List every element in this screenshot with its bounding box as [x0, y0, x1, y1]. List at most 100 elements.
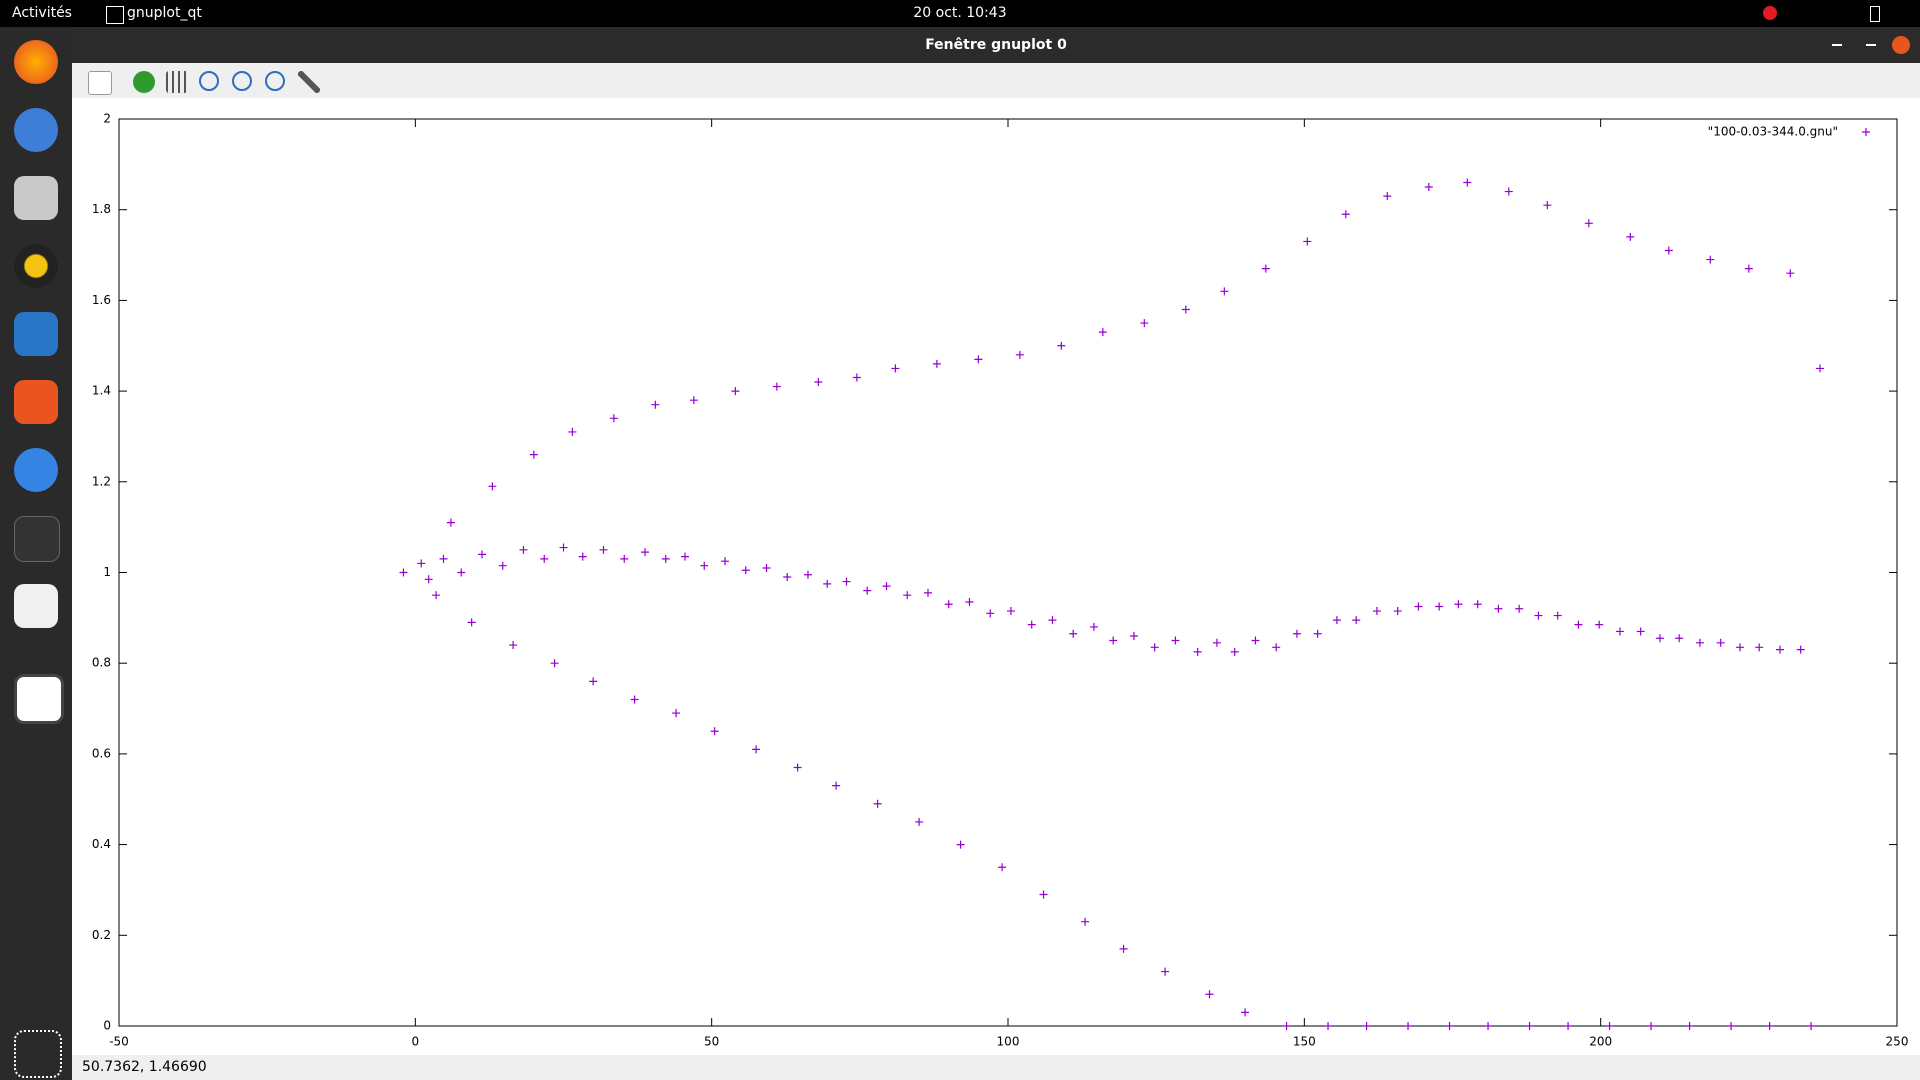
grid-button[interactable]: [166, 71, 188, 93]
cursor-coordinates: 50.7362, 1.46690: [82, 1059, 207, 1075]
close-button[interactable]: [1892, 36, 1910, 54]
point: [1463, 178, 1472, 187]
point: [1352, 616, 1361, 625]
point: [509, 641, 518, 650]
point: [1193, 647, 1202, 656]
point: [1341, 210, 1350, 219]
maximize-button[interactable]: [1866, 44, 1876, 46]
export-button[interactable]: [88, 71, 112, 95]
clock[interactable]: 20 oct. 10:43: [913, 5, 1007, 21]
point: [1272, 643, 1281, 652]
point: [1292, 629, 1301, 638]
point: [1015, 350, 1024, 359]
point: [1230, 647, 1239, 656]
x-tick-label: 200: [1589, 1035, 1612, 1049]
point: [1362, 1022, 1371, 1030]
point: [1081, 917, 1090, 926]
zoom-prev-button[interactable]: [199, 71, 219, 91]
files[interactable]: [14, 176, 58, 220]
point: [974, 355, 983, 364]
point: [1109, 636, 1118, 645]
alert-icon[interactable]: [1763, 6, 1777, 20]
x-tick-label: 0: [412, 1035, 420, 1049]
point: [863, 586, 872, 595]
point: [1404, 1022, 1413, 1030]
point: [1089, 622, 1098, 631]
app-menu[interactable]: gnuplot_qt: [127, 5, 202, 21]
point: [721, 557, 730, 566]
battery-icon[interactable]: [1870, 6, 1880, 22]
point: [1220, 287, 1229, 296]
status-bar: 50.7362, 1.46690: [72, 1055, 1920, 1080]
point: [1129, 631, 1138, 640]
activities[interactable]: Activités: [12, 5, 72, 21]
point: [529, 450, 538, 459]
point: [783, 573, 792, 582]
gnuplot[interactable]: [14, 674, 64, 724]
point: [1815, 364, 1824, 373]
point: [599, 545, 608, 554]
point: [1504, 187, 1513, 196]
writer[interactable]: [14, 312, 58, 356]
legend-marker: [1862, 128, 1870, 136]
point: [1473, 600, 1482, 609]
point: [519, 545, 528, 554]
software[interactable]: [14, 380, 58, 424]
help[interactable]: [14, 448, 58, 492]
point: [640, 548, 649, 557]
zoom-next-button[interactable]: [232, 71, 252, 91]
point: [891, 364, 900, 373]
point: [1027, 620, 1036, 629]
autoscale-button[interactable]: [265, 71, 285, 91]
point: [689, 396, 698, 405]
y-tick-label: 1.8: [92, 202, 111, 216]
point: [1098, 328, 1107, 337]
minimize-button[interactable]: [1832, 44, 1842, 46]
point: [1057, 341, 1066, 350]
point: [998, 863, 1007, 872]
x-tick-label: 150: [1293, 1035, 1316, 1049]
point: [1553, 611, 1562, 620]
point: [1414, 602, 1423, 611]
replot-button[interactable]: [133, 71, 155, 93]
settings-button[interactable]: [298, 71, 320, 93]
point: [1727, 1022, 1736, 1030]
x-tick-label: -50: [109, 1035, 129, 1049]
terminal[interactable]: [14, 516, 60, 562]
point: [630, 695, 639, 704]
firefox[interactable]: [14, 40, 58, 84]
chart: "100-0.03-344.0.gnu" -50 0 50 100 150 200 250 0…: [72, 98, 1920, 1055]
point: [1744, 264, 1753, 273]
point: [1445, 1022, 1454, 1030]
y-tick-label: 0.6: [92, 746, 111, 760]
point: [1574, 620, 1583, 629]
y-tick-label: 1.2: [92, 474, 111, 488]
point: [457, 568, 466, 577]
point: [700, 561, 709, 570]
point: [1140, 319, 1149, 328]
point: [467, 618, 476, 627]
title-bar: Fenêtre gnuplot 0: [72, 27, 1920, 63]
point: [432, 591, 441, 600]
point: [609, 414, 618, 423]
app-grid[interactable]: [14, 1030, 62, 1078]
point: [986, 609, 995, 618]
point: [1241, 1008, 1250, 1017]
x-tick-label: 50: [704, 1035, 719, 1049]
point: [651, 400, 660, 409]
point: [1636, 627, 1645, 636]
point: [568, 427, 577, 436]
rhythmbox[interactable]: [14, 244, 58, 288]
point: [1006, 607, 1015, 616]
y-tick-label: 1.4: [92, 384, 111, 398]
text-editor[interactable]: [14, 584, 58, 628]
point: [956, 840, 965, 849]
thunderbird[interactable]: [14, 108, 58, 152]
point: [944, 600, 953, 609]
point: [498, 561, 507, 570]
point: [1786, 269, 1795, 278]
point: [1435, 602, 1444, 611]
plot-background: [72, 98, 1920, 1055]
x-tick-label: 100: [997, 1035, 1020, 1049]
